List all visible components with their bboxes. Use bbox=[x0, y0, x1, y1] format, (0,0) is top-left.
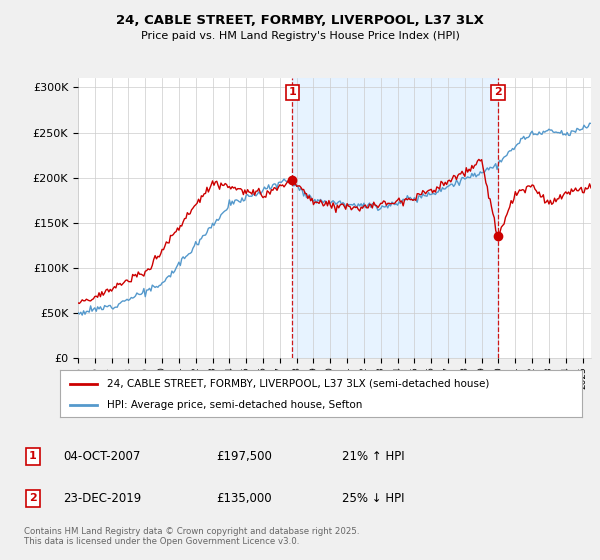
Text: 1: 1 bbox=[289, 87, 296, 97]
Text: 25% ↓ HPI: 25% ↓ HPI bbox=[342, 492, 404, 505]
Text: Contains HM Land Registry data © Crown copyright and database right 2025.
This d: Contains HM Land Registry data © Crown c… bbox=[24, 526, 359, 546]
Text: 04-OCT-2007: 04-OCT-2007 bbox=[63, 450, 140, 463]
Text: 23-DEC-2019: 23-DEC-2019 bbox=[63, 492, 141, 505]
Text: HPI: Average price, semi-detached house, Sefton: HPI: Average price, semi-detached house,… bbox=[107, 400, 362, 410]
Text: Price paid vs. HM Land Registry's House Price Index (HPI): Price paid vs. HM Land Registry's House … bbox=[140, 31, 460, 41]
Text: 1: 1 bbox=[29, 451, 37, 461]
Text: 2: 2 bbox=[29, 493, 37, 503]
Text: £135,000: £135,000 bbox=[216, 492, 272, 505]
Text: £197,500: £197,500 bbox=[216, 450, 272, 463]
Bar bbox=[292, 78, 498, 358]
Text: 24, CABLE STREET, FORMBY, LIVERPOOL, L37 3LX (semi-detached house): 24, CABLE STREET, FORMBY, LIVERPOOL, L37… bbox=[107, 379, 490, 389]
Text: 2: 2 bbox=[494, 87, 502, 97]
Text: 24, CABLE STREET, FORMBY, LIVERPOOL, L37 3LX: 24, CABLE STREET, FORMBY, LIVERPOOL, L37… bbox=[116, 14, 484, 27]
Text: 21% ↑ HPI: 21% ↑ HPI bbox=[342, 450, 404, 463]
